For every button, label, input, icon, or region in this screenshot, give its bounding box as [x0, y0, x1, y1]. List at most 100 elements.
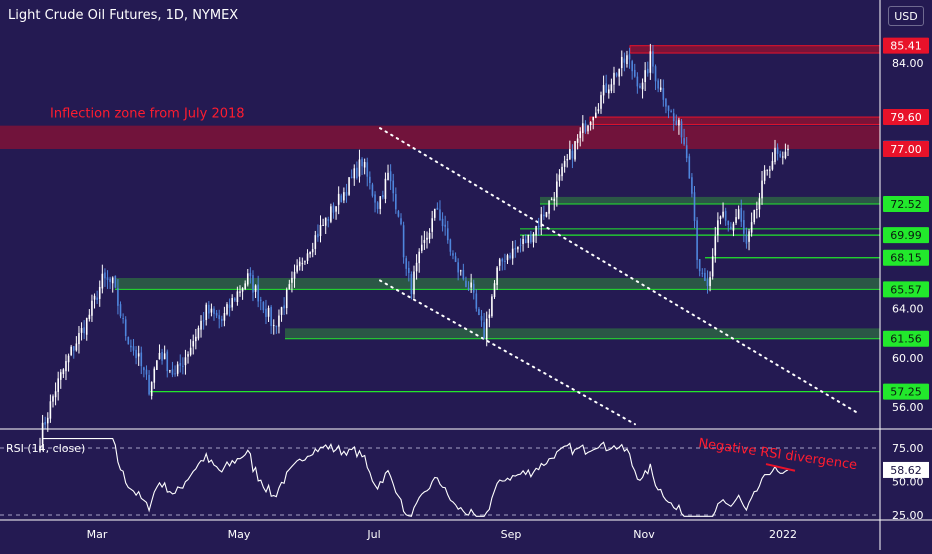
candle-body — [283, 305, 285, 309]
candle-body — [618, 68, 620, 77]
candle-body — [137, 353, 140, 357]
candle-body — [163, 353, 166, 360]
candle-body — [498, 259, 501, 266]
candle-body — [714, 236, 717, 256]
candle-body — [298, 261, 301, 267]
candle-body — [670, 111, 672, 113]
candle-body — [330, 206, 332, 222]
candle-body — [706, 279, 709, 287]
candle-body — [62, 369, 65, 375]
candle-body — [589, 121, 592, 126]
candle-body — [275, 325, 278, 327]
candle-body — [148, 374, 150, 395]
candle-body — [114, 275, 117, 288]
time-tick-label: Jul — [366, 528, 380, 541]
candle-body — [104, 272, 106, 279]
candle-body — [569, 149, 571, 160]
candle-body — [39, 445, 41, 452]
price-tag-61-56 — [883, 330, 929, 347]
candle-body — [122, 317, 124, 319]
candle-body — [301, 263, 304, 265]
candle-body — [511, 248, 514, 259]
candle-body — [457, 262, 459, 273]
candle-body — [57, 378, 59, 392]
candle-body — [223, 313, 226, 321]
candle-body — [633, 69, 636, 77]
candle-body — [493, 283, 496, 297]
candle-body — [454, 256, 457, 262]
candle-body — [174, 373, 176, 375]
candle-body — [774, 147, 776, 162]
candle-body — [249, 272, 252, 277]
candle-body — [288, 284, 291, 290]
candle-body — [369, 176, 371, 183]
candle-body — [221, 318, 223, 321]
candle-body — [758, 198, 761, 210]
candle-body — [607, 89, 610, 94]
candle-body — [649, 51, 652, 73]
candle-body — [150, 382, 153, 396]
candle-body — [119, 304, 122, 317]
currency-button[interactable]: USD — [888, 6, 924, 26]
time-tick-label: Nov — [633, 528, 655, 541]
rsi-value-tag — [883, 461, 929, 478]
candle-body — [771, 160, 774, 170]
candle-body — [587, 125, 589, 132]
candle-body — [111, 277, 114, 284]
candle-body — [592, 116, 595, 121]
candle-body — [545, 212, 548, 217]
support-zone-61-56 — [285, 328, 880, 339]
price-tag-label: 72.52 — [890, 198, 922, 211]
rsi-tick-label: 75.00 — [892, 442, 924, 455]
candle-body — [574, 141, 576, 160]
candle-body — [335, 206, 337, 212]
candle-body — [215, 312, 218, 316]
candle-body — [345, 192, 348, 196]
rsi-tick-label: 50.00 — [892, 476, 924, 489]
candle-body — [233, 298, 236, 301]
candle-body — [366, 162, 369, 177]
candle-body — [688, 156, 691, 179]
candle-body — [208, 304, 210, 314]
candle-body — [644, 70, 646, 83]
candle-body — [470, 282, 472, 288]
candle-body — [314, 235, 317, 249]
price-tag-72-52 — [883, 196, 929, 213]
candle-body — [732, 223, 735, 231]
price-tick-label: 60.00 — [892, 352, 924, 365]
candle-body — [65, 361, 67, 372]
candle-body — [106, 277, 109, 281]
candle-body — [496, 267, 498, 285]
candle-body — [140, 352, 143, 367]
candle-body — [218, 315, 221, 320]
candle-body — [379, 196, 382, 209]
candle-body — [784, 151, 787, 158]
candle-body — [467, 287, 470, 290]
candle-body — [88, 314, 91, 320]
candle-body — [127, 336, 130, 345]
candle-body — [667, 105, 670, 111]
candle-body — [556, 181, 558, 198]
candle-body — [395, 194, 397, 210]
candle-body — [262, 302, 265, 311]
candle-body — [85, 318, 88, 335]
candle-body — [98, 287, 101, 299]
candle-body — [415, 262, 418, 272]
candle-body — [265, 308, 267, 317]
candle-body — [620, 56, 623, 69]
candle-body — [171, 369, 174, 375]
candle-body — [70, 346, 72, 355]
candle-body — [537, 225, 540, 228]
candle-body — [124, 319, 127, 336]
candle-body — [246, 273, 249, 285]
candle-body — [337, 193, 340, 205]
price-tick-label: 84.00 — [892, 57, 924, 70]
candle-body — [504, 260, 506, 262]
candle-body — [270, 306, 272, 326]
candle-body — [259, 299, 262, 301]
candle-body — [659, 87, 662, 90]
candle-body — [49, 401, 52, 419]
candle-body — [550, 199, 553, 201]
candle-body — [501, 258, 504, 262]
